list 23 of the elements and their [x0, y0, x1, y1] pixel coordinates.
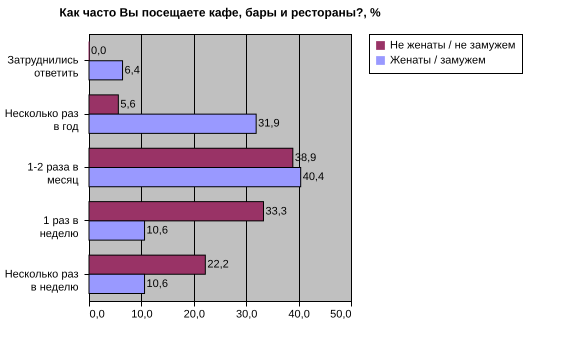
data-label: 5,6	[120, 98, 136, 110]
data-label: 40,4	[302, 171, 324, 184]
data-label: 0,0	[91, 45, 106, 58]
data-label: 22,2	[207, 258, 229, 271]
data-label: 33,3	[265, 205, 287, 218]
y-tick-label: 1 раз в неделю	[40, 214, 79, 240]
y-tick-label: Затруднились ответить	[7, 54, 79, 80]
y-tick-label: 1-2 раза в месяц	[27, 162, 80, 186]
x-tick-label: 40,0	[288, 308, 310, 320]
x-tick-label: 50,0	[330, 308, 352, 320]
legend-label: Женаты / замужем	[390, 54, 486, 66]
x-tick-label: 0,0	[90, 308, 105, 320]
legend-label: Не женаты / не замужем	[390, 40, 516, 52]
chart-title: Как часто Вы посещаете кафе, бары и рестораны?, %	[59, 6, 381, 20]
y-tick-label: Несколько раз в неделю	[4, 268, 78, 294]
data-label: 10,6	[146, 224, 168, 237]
x-tick-label: 20,0	[184, 308, 206, 320]
data-label: 6,4	[124, 64, 140, 76]
x-tick-label: 30,0	[236, 308, 258, 320]
x-tick-label: 10,0	[131, 308, 153, 320]
data-label: 31,9	[258, 118, 280, 130]
data-label: 10,6	[146, 278, 168, 290]
y-tick-label: Несколько раз в год	[4, 108, 80, 134]
